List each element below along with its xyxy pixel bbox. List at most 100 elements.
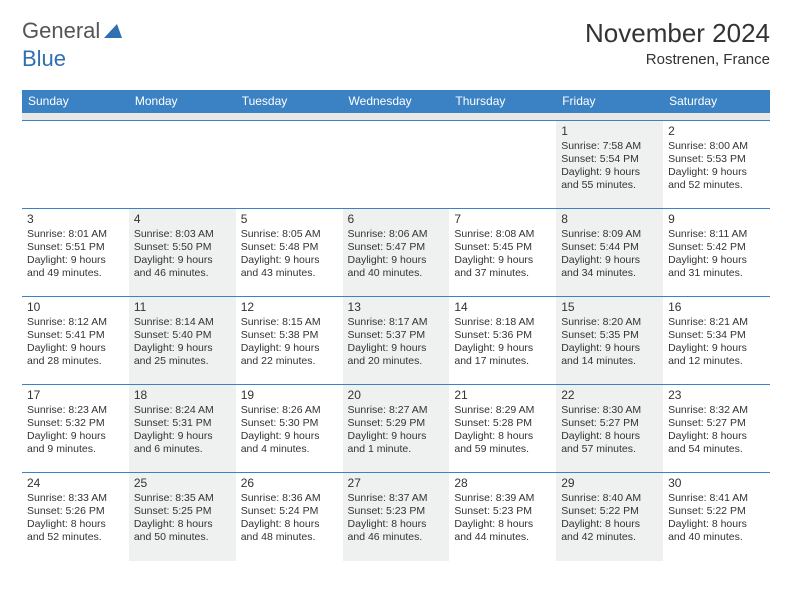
sunset-text: Sunset: 5:50 PM: [134, 241, 231, 254]
calendar-table: Sunday Monday Tuesday Wednesday Thursday…: [22, 90, 770, 561]
daylight-text: Daylight: 8 hours: [241, 518, 338, 531]
daylight-text: Daylight: 9 hours: [348, 430, 445, 443]
day-number: 5: [241, 212, 338, 226]
day-number: 27: [348, 476, 445, 490]
daylight-text: and 28 minutes.: [27, 355, 124, 368]
daylight-text: and 48 minutes.: [241, 531, 338, 544]
daylight-text: and 14 minutes.: [561, 355, 658, 368]
sunset-text: Sunset: 5:23 PM: [348, 505, 445, 518]
sunset-text: Sunset: 5:38 PM: [241, 329, 338, 342]
day-cell: 8Sunrise: 8:09 AMSunset: 5:44 PMDaylight…: [556, 209, 663, 297]
daylight-text: Daylight: 9 hours: [134, 430, 231, 443]
sunset-text: Sunset: 5:30 PM: [241, 417, 338, 430]
day-number: 10: [27, 300, 124, 314]
sunrise-text: Sunrise: 8:26 AM: [241, 404, 338, 417]
logo: General: [22, 18, 124, 44]
daylight-text: Daylight: 8 hours: [561, 518, 658, 531]
calendar-body: 1Sunrise: 7:58 AMSunset: 5:54 PMDaylight…: [22, 121, 770, 561]
daylight-text: Daylight: 9 hours: [241, 254, 338, 267]
daylight-text: Daylight: 8 hours: [454, 430, 551, 443]
sunrise-text: Sunrise: 8:14 AM: [134, 316, 231, 329]
day-cell: 6Sunrise: 8:06 AMSunset: 5:47 PMDaylight…: [343, 209, 450, 297]
header-spacer: [22, 113, 770, 121]
logo-triangle-icon: [104, 18, 122, 44]
day-cell: 27Sunrise: 8:37 AMSunset: 5:23 PMDayligh…: [343, 473, 450, 561]
day-cell: 10 Sunrise: 8:12 AMSunset: 5:41 PMDayligh…: [22, 297, 129, 385]
sunset-text: Sunset: 5:25 PM: [134, 505, 231, 518]
sunset-text: Sunset: 5:22 PM: [561, 505, 658, 518]
day-header: Wednesday: [343, 90, 450, 113]
month-title: November 2024: [585, 18, 770, 49]
sunrise-text: Sunrise: 8:01 AM: [27, 228, 124, 241]
daylight-text: Daylight: 9 hours: [668, 342, 765, 355]
day-number: 25: [134, 476, 231, 490]
sunrise-text: Sunrise: 8:40 AM: [561, 492, 658, 505]
day-cell: 14Sunrise: 8:18 AMSunset: 5:36 PMDayligh…: [449, 297, 556, 385]
daylight-text: and 31 minutes.: [668, 267, 765, 280]
day-number: 2: [668, 124, 765, 138]
sunrise-text: Sunrise: 8:33 AM: [27, 492, 124, 505]
sunrise-text: Sunrise: 8:24 AM: [134, 404, 231, 417]
sunrise-text: Sunrise: 8:39 AM: [454, 492, 551, 505]
sunset-text: Sunset: 5:54 PM: [561, 153, 658, 166]
day-cell: 1Sunrise: 7:58 AMSunset: 5:54 PMDaylight…: [556, 121, 663, 209]
daylight-text: Daylight: 9 hours: [348, 254, 445, 267]
daylight-text: Daylight: 8 hours: [134, 518, 231, 531]
sunset-text: Sunset: 5:27 PM: [668, 417, 765, 430]
daylight-text: and 52 minutes.: [668, 179, 765, 192]
sunrise-text: Sunrise: 8:20 AM: [561, 316, 658, 329]
daylight-text: and 57 minutes.: [561, 443, 658, 456]
day-header: Sunday: [22, 90, 129, 113]
day-number: 18: [134, 388, 231, 402]
sunrise-text: Sunrise: 8:23 AM: [27, 404, 124, 417]
sunrise-text: Sunrise: 8:36 AM: [241, 492, 338, 505]
day-cell: 18Sunrise: 8:24 AMSunset: 5:31 PMDayligh…: [129, 385, 236, 473]
sunrise-text: Sunrise: 8:12 AM: [27, 316, 124, 329]
sunrise-text: Sunrise: 8:30 AM: [561, 404, 658, 417]
day-number: 14: [454, 300, 551, 314]
day-number: 28: [454, 476, 551, 490]
daylight-text: and 43 minutes.: [241, 267, 338, 280]
sunrise-text: Sunrise: 8:41 AM: [668, 492, 765, 505]
daylight-text: and 12 minutes.: [668, 355, 765, 368]
day-cell: 16Sunrise: 8:21 AMSunset: 5:34 PMDayligh…: [663, 297, 770, 385]
sunrise-text: Sunrise: 8:29 AM: [454, 404, 551, 417]
daylight-text: and 20 minutes.: [348, 355, 445, 368]
daylight-text: and 34 minutes.: [561, 267, 658, 280]
day-header: Friday: [556, 90, 663, 113]
empty-cell: [22, 121, 129, 209]
sunset-text: Sunset: 5:41 PM: [27, 329, 124, 342]
day-cell: 26Sunrise: 8:36 AMSunset: 5:24 PMDayligh…: [236, 473, 343, 561]
sunset-text: Sunset: 5:45 PM: [454, 241, 551, 254]
daylight-text: Daylight: 8 hours: [561, 430, 658, 443]
day-number: 30: [668, 476, 765, 490]
daylight-text: and 6 minutes.: [134, 443, 231, 456]
day-cell: 22Sunrise: 8:30 AMSunset: 5:27 PMDayligh…: [556, 385, 663, 473]
sunrise-text: Sunrise: 8:18 AM: [454, 316, 551, 329]
sunrise-text: Sunrise: 8:15 AM: [241, 316, 338, 329]
daylight-text: Daylight: 9 hours: [561, 254, 658, 267]
daylight-text: and 52 minutes.: [27, 531, 124, 544]
daylight-text: and 44 minutes.: [454, 531, 551, 544]
daylight-text: Daylight: 8 hours: [454, 518, 551, 531]
daylight-text: Daylight: 9 hours: [27, 430, 124, 443]
daylight-text: Daylight: 9 hours: [134, 254, 231, 267]
sunrise-text: Sunrise: 8:05 AM: [241, 228, 338, 241]
empty-cell: [236, 121, 343, 209]
day-cell: 28Sunrise: 8:39 AMSunset: 5:23 PMDayligh…: [449, 473, 556, 561]
day-cell: 23Sunrise: 8:32 AMSunset: 5:27 PMDayligh…: [663, 385, 770, 473]
day-number: 26: [241, 476, 338, 490]
daylight-text: Daylight: 9 hours: [348, 342, 445, 355]
daylight-text: and 37 minutes.: [454, 267, 551, 280]
daylight-text: Daylight: 9 hours: [134, 342, 231, 355]
sunset-text: Sunset: 5:40 PM: [134, 329, 231, 342]
sunset-text: Sunset: 5:47 PM: [348, 241, 445, 254]
daylight-text: Daylight: 9 hours: [27, 342, 124, 355]
daylight-text: Daylight: 9 hours: [668, 254, 765, 267]
calendar-row: 17Sunrise: 8:23 AMSunset: 5:32 PMDayligh…: [22, 385, 770, 473]
daylight-text: Daylight: 9 hours: [561, 166, 658, 179]
daylight-text: Daylight: 9 hours: [241, 430, 338, 443]
sunrise-text: Sunrise: 8:06 AM: [348, 228, 445, 241]
daylight-text: and 4 minutes.: [241, 443, 338, 456]
day-header: Monday: [129, 90, 236, 113]
